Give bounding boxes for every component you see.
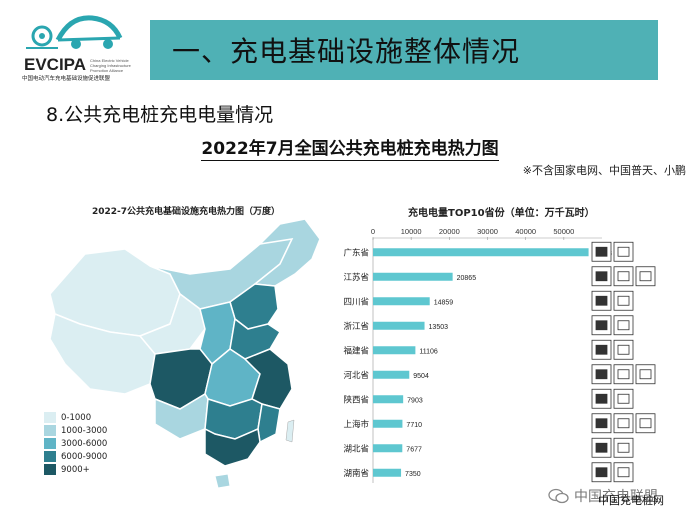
map-region-northeast <box>253 218 321 287</box>
x-tick-label: 0 <box>371 227 375 236</box>
legend-item: 0-1000 <box>44 411 107 424</box>
vehicle-icon-body <box>595 320 608 331</box>
x-tick-label: 20000 <box>439 227 460 236</box>
vehicle-icon-body <box>617 320 630 331</box>
vehicle-icon-body <box>595 271 608 282</box>
vehicle-icon-body <box>617 467 630 478</box>
header: EVCIPA China Electric Vehicle Charging I… <box>0 0 700 88</box>
data-label: 20865 <box>457 275 477 282</box>
logo-sub-cn: 中国电动汽车充电基础设施促进联盟 <box>22 74 111 82</box>
vehicle-icon-body <box>617 442 630 453</box>
vehicle-icon-body <box>595 295 608 306</box>
legend-label: 1000-3000 <box>61 425 108 436</box>
vehicle-icon-body <box>617 418 630 429</box>
chart-title: 2022年7月全国公共充电桩充电热力图 <box>201 139 499 161</box>
bar <box>373 444 403 453</box>
data-label: 7677 <box>406 446 422 453</box>
vehicle-icon-body <box>617 344 630 355</box>
legend-label: 6000-9000 <box>61 451 108 462</box>
data-label: 9504 <box>413 373 429 380</box>
category-label: 广东省 <box>343 247 369 258</box>
legend-swatch <box>44 464 56 475</box>
wechat-icon <box>548 488 570 504</box>
vehicle-icon-body <box>595 369 608 380</box>
data-label: 7903 <box>407 397 423 404</box>
map-region-guangdong <box>204 427 261 467</box>
category-label: 福建省 <box>343 345 369 356</box>
section-title: 8.公共充电桩充电电量情况 <box>46 104 274 126</box>
legend-label: 9000+ <box>61 464 90 475</box>
watermark: 中国充电联盟 <box>574 489 658 505</box>
vehicle-icon-body <box>595 344 608 355</box>
china-heat-map <box>49 218 321 489</box>
logo-text: EVCIPA <box>24 55 86 74</box>
vehicle-icon-body <box>639 271 652 282</box>
legend-swatch <box>44 438 56 449</box>
category-label: 湖南省 <box>343 468 369 479</box>
vehicle-icon-body <box>617 393 630 404</box>
category-label: 浙江省 <box>343 321 369 332</box>
legend-item: 1000-3000 <box>44 424 107 437</box>
map-region-hainan <box>214 473 231 489</box>
footnote: ※不含国家电网、中国普天、小鹏 <box>522 164 686 177</box>
vehicle-icon-body <box>639 418 652 429</box>
bar <box>373 419 403 428</box>
bar <box>373 370 410 379</box>
bar <box>373 272 453 281</box>
x-tick-label: 30000 <box>477 227 498 236</box>
vehicle-icon-body <box>595 393 608 404</box>
page-title: 一、充电基础设施整体情况 <box>172 35 521 68</box>
evcipa-logo: EVCIPA China Electric Vehicle Charging I… <box>20 8 145 83</box>
x-tick-label: 50000 <box>553 227 574 236</box>
legend-item: 6000-9000 <box>44 450 107 463</box>
vehicle-icon-body <box>595 418 608 429</box>
bar-chart-title: 充电电量TOP10省份（单位：万千瓦时） <box>408 208 595 219</box>
bar <box>373 468 402 477</box>
map-region-fujian <box>257 403 281 444</box>
category-label: 陕西省 <box>343 394 369 405</box>
legend-label: 0-1000 <box>61 412 92 423</box>
vehicle-icon-body <box>617 271 630 282</box>
x-tick-label: 10000 <box>401 227 422 236</box>
title-bar: 一、充电基础设施整体情况 <box>150 20 658 80</box>
bar-chart: 01000020000300004000050000广东省56483江苏省208… <box>343 227 656 483</box>
vehicle-icon-body <box>639 369 652 380</box>
data-label: 7350 <box>405 471 421 478</box>
legend-label: 3000-6000 <box>61 438 108 449</box>
svg-text:Charging Infrastructure: Charging Infrastructure <box>90 63 132 68</box>
svg-text:China Electric Vehicle: China Electric Vehicle <box>90 58 129 63</box>
legend-item: 3000-6000 <box>44 437 107 450</box>
legend-swatch <box>44 451 56 462</box>
data-label: 11106 <box>419 348 438 355</box>
data-label: 14859 <box>434 299 454 306</box>
map-region-taiwan <box>285 419 295 443</box>
data-label: 13503 <box>429 324 449 331</box>
category-label: 湖北省 <box>343 443 369 454</box>
category-label: 上海市 <box>343 419 369 430</box>
category-label: 江苏省 <box>343 272 369 283</box>
vehicle-icon-body <box>595 467 608 478</box>
vehicle-icon-body <box>595 442 608 453</box>
vehicle-icon-body <box>595 246 608 257</box>
x-tick-label: 40000 <box>515 227 536 236</box>
vehicle-icon-body <box>617 246 630 257</box>
site-label: 中国充电桩网 <box>598 494 664 507</box>
legend-swatch <box>44 412 56 423</box>
bar <box>373 395 404 404</box>
map-title: 2022-7公共充电基础设施充电热力图（万度） <box>92 207 281 217</box>
bar <box>373 297 430 306</box>
map-legend: 0-1000 1000-3000 3000-6000 6000-9000 9000+ <box>44 411 107 476</box>
bar <box>373 346 416 355</box>
svg-text:Promotion Alliance: Promotion Alliance <box>90 68 124 73</box>
category-label: 河北省 <box>343 370 369 381</box>
vehicle-icon-body <box>617 369 630 380</box>
vehicle-icon-body <box>617 295 630 306</box>
category-label: 四川省 <box>343 296 369 307</box>
bar <box>373 248 589 257</box>
legend-item: 9000+ <box>44 463 107 476</box>
legend-swatch <box>44 425 56 436</box>
bar <box>373 321 425 330</box>
data-label: 7710 <box>406 422 422 429</box>
